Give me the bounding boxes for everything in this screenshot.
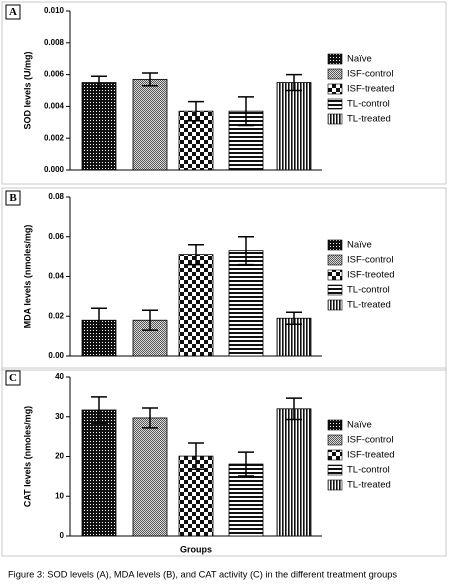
legend-swatch [327, 68, 343, 80]
error-bar [188, 442, 204, 470]
error-bar [238, 451, 254, 477]
legend-swatch [327, 254, 343, 266]
y-tick-label: 0.000 [44, 165, 65, 174]
legend-label: TL-treated [347, 480, 391, 491]
panel-letter-box [5, 370, 21, 386]
bar [228, 463, 264, 537]
error-bar [286, 73, 302, 92]
panel-frame [1, 187, 447, 371]
bar [276, 82, 312, 171]
y-tick-label: 0.006 [44, 70, 65, 79]
bar [81, 82, 117, 171]
legend-label: ISF-control [347, 435, 393, 446]
panel-letter: C [9, 372, 17, 384]
panel-letter-box [5, 190, 21, 206]
y-tick-label: 20 [55, 452, 64, 461]
y-tick-label: 10 [55, 491, 64, 500]
legend-swatch [327, 419, 343, 431]
y-tick-label: 0 [60, 531, 65, 540]
panel-letter-box [5, 4, 21, 20]
bar [81, 409, 117, 537]
error-bar [91, 307, 107, 333]
bar [178, 455, 214, 537]
legend-swatch [327, 284, 343, 296]
legend-label: ISF-control [347, 255, 393, 266]
legend-label: ISF-treated [347, 84, 395, 95]
error-bar [238, 96, 254, 127]
panel-frame [1, 367, 447, 557]
legend-swatch [327, 53, 343, 65]
legend-swatch [327, 113, 343, 125]
legend-label: TL-control [347, 465, 390, 476]
legend-label: TL-treated [347, 114, 391, 125]
bar [132, 78, 168, 171]
error-bar [91, 75, 107, 90]
panel-letter: B [9, 192, 17, 204]
y-tick-label: 0.004 [44, 102, 65, 111]
y-axis-label: CAT levels (nmoles/mg) [22, 406, 32, 507]
legend-label: TL-control [347, 285, 390, 296]
error-bar [142, 309, 158, 331]
legend-label: TL-control [347, 99, 390, 110]
error-bar [188, 100, 204, 122]
y-tick-label: 0.04 [48, 272, 64, 281]
y-tick-label: 0.00 [48, 351, 64, 360]
bar [178, 254, 214, 357]
panel-frame [1, 1, 447, 185]
y-tick-label: 40 [55, 372, 64, 381]
error-bar [188, 243, 204, 266]
error-bar [142, 407, 158, 429]
x-axis-label: Groups [180, 544, 212, 554]
y-axis-label: MDA levels (nmoles/mg) [22, 225, 32, 329]
error-bar [286, 397, 302, 421]
legend-swatch [327, 434, 343, 446]
bar [276, 408, 312, 537]
y-tick-label: 0.008 [44, 38, 65, 47]
legend-swatch [327, 479, 343, 491]
legend-swatch [327, 239, 343, 251]
legend-label: TL-treated [347, 300, 391, 311]
panel-letter: A [9, 6, 17, 18]
legend-label: ISF-treoted [347, 270, 395, 281]
legend-swatch [327, 98, 343, 110]
y-tick-label: 0.02 [48, 311, 64, 320]
legend-label: Naïve [347, 240, 372, 251]
bar [228, 250, 264, 357]
y-tick-label: 30 [55, 412, 64, 421]
legend-swatch [327, 83, 343, 95]
legend-label: ISF-control [347, 69, 393, 80]
y-axis-label: SOD levels (U/mg) [22, 51, 32, 129]
error-bar [142, 72, 158, 87]
bar [132, 417, 168, 537]
y-tick-label: 0.010 [44, 6, 65, 15]
legend-label: Naïve [347, 420, 372, 431]
legend-swatch [327, 464, 343, 476]
legend-swatch [327, 299, 343, 311]
caption: Figure 3: SOD levels (A), MDA levels (B)… [8, 569, 397, 579]
legend-label: Naïve [347, 54, 372, 65]
legend-swatch [327, 449, 343, 461]
error-bar [238, 236, 254, 266]
legend-label: ISF-treated [347, 450, 395, 461]
error-bar [286, 311, 302, 325]
legend-swatch [327, 269, 343, 281]
error-bar [91, 396, 107, 424]
y-tick-label: 0.08 [48, 192, 64, 201]
y-tick-label: 0.06 [48, 232, 64, 241]
y-tick-label: 0.002 [44, 133, 65, 142]
